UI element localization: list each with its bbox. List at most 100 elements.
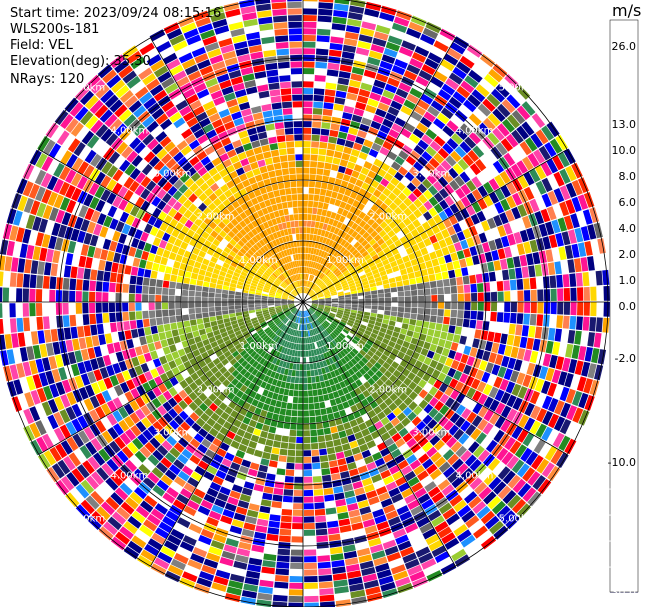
velocity-gate — [162, 362, 171, 373]
velocity-gate — [228, 580, 244, 590]
velocity-gate — [255, 371, 262, 379]
velocity-gate — [257, 282, 265, 287]
velocity-gate — [247, 38, 262, 47]
velocity-gate — [417, 99, 430, 111]
velocity-gate — [561, 357, 571, 372]
velocity-gate — [222, 509, 235, 519]
velocity-gate — [260, 499, 272, 507]
velocity-gate — [340, 180, 349, 188]
velocity-gate — [271, 218, 278, 226]
velocity-gate — [287, 327, 292, 334]
velocity-gate — [496, 312, 504, 323]
velocity-gate — [496, 281, 504, 291]
velocity-gate — [351, 307, 358, 311]
velocity-gate — [165, 225, 175, 235]
velocity-gate — [141, 393, 151, 405]
velocity-gate — [23, 273, 30, 288]
velocity-gate — [239, 274, 247, 280]
velocity-gate — [277, 312, 284, 317]
velocity-gate — [169, 34, 185, 46]
velocity-gate — [278, 267, 284, 274]
velocity-gate — [198, 392, 208, 402]
velocity-gate — [189, 454, 201, 465]
velocity-gate — [213, 379, 222, 388]
velocity-gate — [435, 345, 444, 355]
velocity-gate — [454, 352, 463, 362]
velocity-gate — [294, 476, 303, 483]
velocity-gate — [303, 107, 313, 114]
velocity-gate — [400, 128, 412, 139]
velocity-gate — [282, 265, 287, 272]
velocity-gate — [390, 100, 403, 111]
velocity-gate — [288, 304, 295, 307]
velocity-gate — [206, 417, 216, 427]
velocity-gate — [469, 246, 478, 256]
velocity-gate — [442, 507, 457, 520]
velocity-gate — [95, 84, 110, 99]
velocity-gate — [38, 218, 48, 233]
velocity-gate — [296, 423, 303, 430]
velocity-gate — [219, 270, 227, 277]
velocity-gate — [455, 128, 468, 141]
velocity-gate — [211, 325, 219, 332]
velocity-gate — [580, 257, 589, 272]
velocity-gate — [263, 553, 277, 561]
velocity-gate — [287, 241, 292, 249]
velocity-gate — [444, 537, 460, 550]
velocity-gate — [303, 127, 312, 134]
velocity-gate — [296, 180, 303, 187]
velocity-gate — [274, 280, 281, 285]
velocity-gate — [443, 53, 459, 66]
velocity-gate — [195, 313, 203, 319]
velocity-gate — [455, 392, 466, 404]
velocity-gate — [83, 232, 93, 245]
velocity-gate — [160, 474, 173, 486]
velocity-gate — [190, 272, 198, 280]
velocity-gate — [277, 182, 285, 190]
velocity-gate — [351, 66, 365, 76]
velocity-gate — [326, 149, 335, 157]
velocity-gate — [110, 492, 124, 506]
velocity-gate — [235, 206, 244, 215]
velocity-gate — [304, 273, 306, 280]
velocity-gate — [393, 16, 410, 27]
velocity-gate — [139, 336, 147, 346]
velocity-gate — [206, 331, 214, 339]
velocity-gate — [247, 155, 257, 164]
velocity-gate — [256, 599, 272, 607]
velocity-gate — [331, 298, 338, 301]
velocity-gate — [522, 432, 535, 447]
velocity-gate — [188, 308, 195, 314]
velocity-gate — [159, 355, 168, 365]
velocity-gate — [352, 425, 361, 434]
velocity-gate — [147, 138, 159, 151]
velocity-gate — [196, 318, 204, 325]
velocity-gate — [275, 196, 282, 204]
velocity-gate — [225, 325, 233, 332]
velocity-gate — [255, 525, 268, 533]
velocity-gate — [282, 375, 288, 382]
velocity-gate — [300, 344, 303, 351]
velocity-gate — [347, 86, 360, 95]
velocity-gate — [472, 255, 480, 265]
velocity-gate — [273, 327, 280, 333]
velocity-gate — [239, 247, 247, 255]
velocity-gate — [300, 311, 302, 317]
velocity-gate — [322, 259, 327, 266]
velocity-gate — [325, 328, 331, 335]
velocity-gate — [293, 214, 299, 221]
velocity-gate — [306, 260, 310, 267]
velocity-gate — [500, 185, 511, 198]
velocity-gate — [169, 419, 180, 430]
velocity-gate — [335, 417, 343, 426]
velocity-gate — [224, 121, 235, 131]
velocity-gate — [300, 247, 303, 254]
velocity-gate — [275, 568, 289, 576]
velocity-gate — [491, 364, 501, 376]
velocity-gate — [213, 533, 227, 544]
velocity-gate — [437, 479, 451, 491]
velocity-gate — [330, 466, 340, 474]
velocity-gate — [135, 285, 143, 294]
velocity-gate — [497, 366, 507, 378]
velocity-gate — [595, 270, 603, 286]
